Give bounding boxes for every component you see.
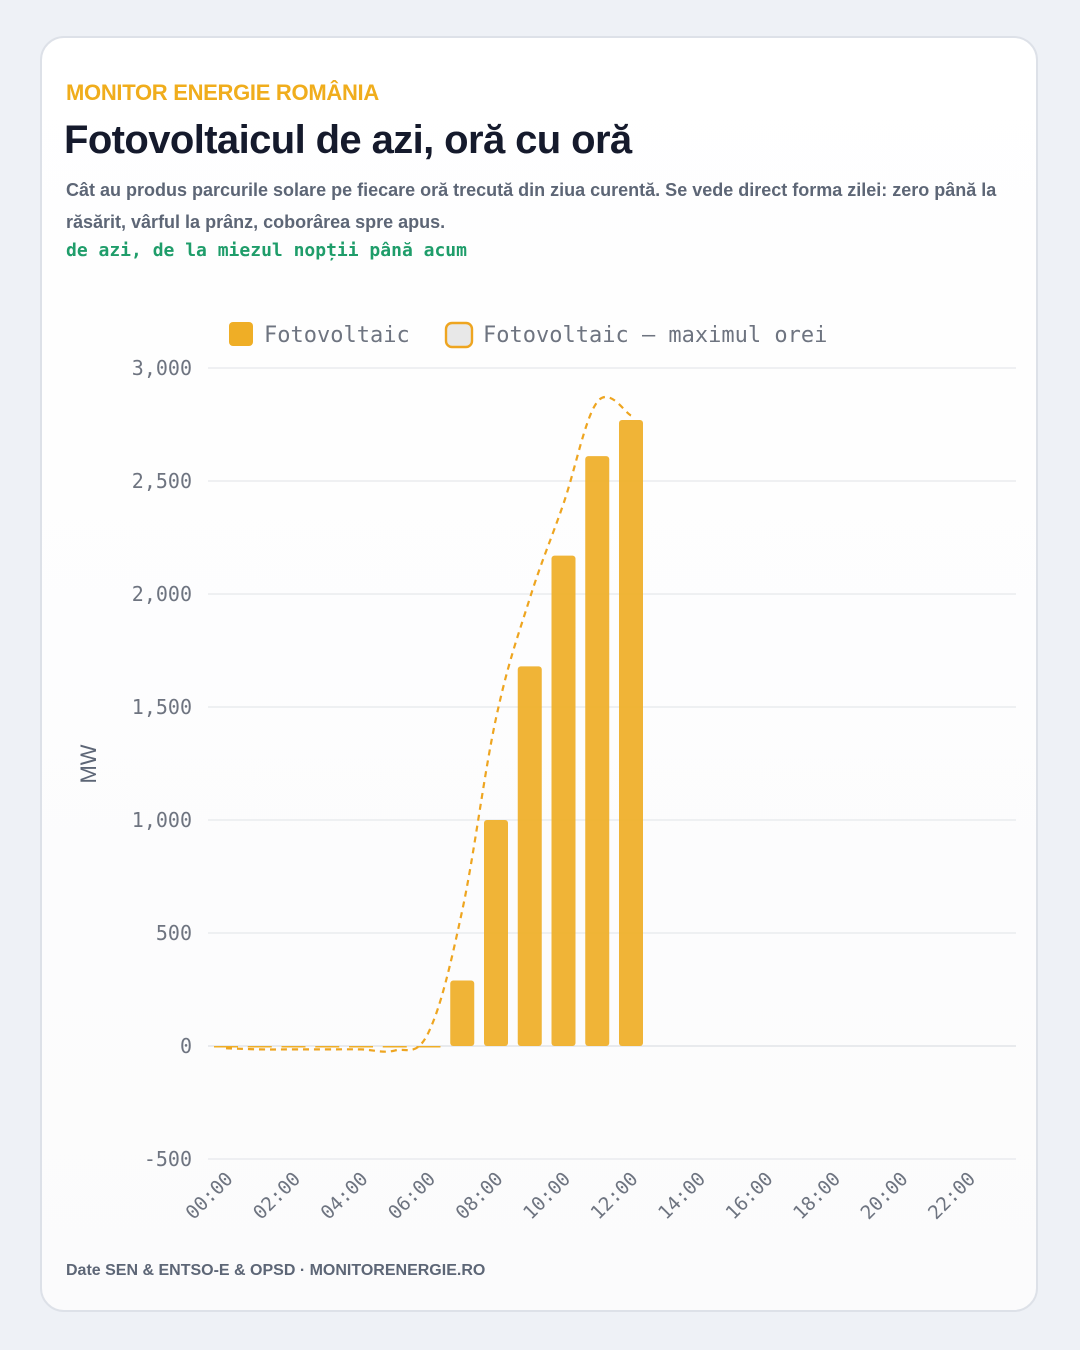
bars [214, 419, 643, 1048]
x-tick-label: 12:00 [587, 1168, 643, 1224]
bar [247, 1046, 272, 1048]
bar [382, 1046, 407, 1048]
gridlines [208, 367, 1016, 1160]
bar [484, 820, 508, 1046]
y-tick-label: 0 [180, 1034, 192, 1058]
y-tick-label: -500 [144, 1147, 192, 1171]
bar [214, 1046, 238, 1048]
x-tick-label: 08:00 [452, 1168, 508, 1224]
bar [619, 419, 643, 1047]
y-tick-label: 2,500 [132, 469, 192, 493]
x-tick-label: 20:00 [857, 1168, 913, 1224]
bar [349, 1046, 373, 1048]
bar [450, 980, 475, 1046]
legend-label-max: Fotovoltaic — maximul orei [483, 323, 827, 348]
x-tick-label: 22:00 [924, 1168, 980, 1224]
legend-swatch-max [444, 321, 474, 349]
chart-subtitle: Cât au produs parcurile solare pe fiecar… [66, 180, 997, 232]
x-tick-label: 16:00 [722, 1168, 778, 1224]
legend[interactable]: Fotovoltaic Fotovoltaic — maximul orei [229, 321, 827, 349]
chart-card: MONITOR ENERGIE ROMÂNIA Fotovoltaicul de… [40, 36, 1038, 1312]
bar [416, 1046, 441, 1048]
bar [517, 666, 542, 1046]
x-tick-label: 14:00 [654, 1168, 710, 1224]
x-tick-label: 10:00 [519, 1168, 575, 1224]
y-tick-label: 3,000 [132, 356, 192, 380]
bar [281, 1046, 306, 1048]
y-axis-label: MW [76, 744, 101, 783]
period-label: de azi, de la miezul nopții până acum [66, 240, 467, 261]
y-axis-ticks: -500 0 500 1,000 1,500 2,000 2,500 3,000 [132, 356, 192, 1171]
y-tick-label: 2,000 [132, 582, 192, 606]
legend-label-bar: Fotovoltaic [264, 323, 410, 348]
source-footer: Date SEN & ENTSO-E & OPSD · MONITORENERG… [66, 1262, 486, 1279]
eyebrow-label: MONITOR ENERGIE ROMÂNIA [66, 80, 379, 105]
x-tick-label: 02:00 [249, 1168, 305, 1224]
legend-swatch-bar [229, 322, 253, 346]
bar [551, 555, 576, 1046]
chart-title: Fotovoltaicul de azi, oră cu oră [64, 118, 632, 162]
x-axis-ticks: 00:00 02:00 04:00 06:00 08:00 10:00 12:00 14:00… [182, 1168, 981, 1224]
bar [585, 456, 610, 1046]
x-tick-label: 00:00 [182, 1168, 238, 1224]
max-line-series [225, 395, 632, 1053]
x-tick-label: 04:00 [317, 1168, 373, 1224]
y-tick-label: 500 [156, 921, 192, 945]
y-tick-label: 1,000 [132, 808, 192, 832]
x-tick-label: 06:00 [384, 1168, 440, 1224]
bar [315, 1046, 340, 1048]
y-tick-label: 1,500 [132, 695, 192, 719]
x-tick-label: 18:00 [789, 1168, 845, 1224]
